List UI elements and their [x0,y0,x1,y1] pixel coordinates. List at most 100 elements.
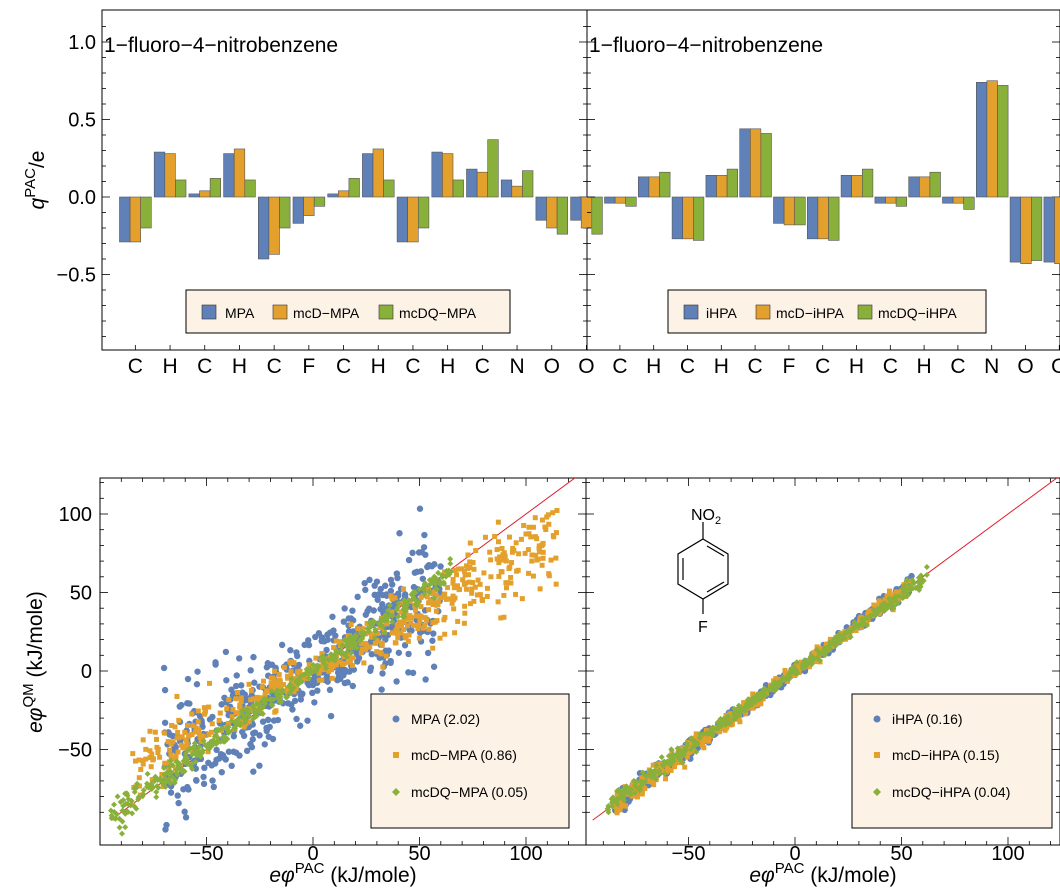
point-orange [453,596,458,601]
bar-orange-1 [165,154,176,197]
point-blue [218,751,224,757]
point-green [153,794,159,800]
point-blue [421,544,427,550]
category-label: C [475,355,490,378]
point-orange [401,586,406,591]
point-orange [529,559,534,564]
point-orange [533,534,538,539]
point-orange [196,727,201,732]
point-blue [162,687,168,693]
bar-green-12 [1031,197,1042,261]
point-orange [483,535,488,540]
point-orange [523,551,528,556]
charges-ihpa-title: 1−fluoro−4−nitrobenzene [589,34,823,57]
bar-green-11 [998,85,1009,197]
point-orange [508,575,513,580]
bar-orange-8 [886,197,897,203]
point-blue [250,730,256,736]
legend-label-mcdq-mpa: mcDQ−MPA [399,305,477,321]
point-orange [384,654,389,659]
charges-ihpa-bars [605,81,1060,264]
point-orange [153,730,158,735]
nitro-label: NO2 [691,507,721,527]
legend-swatch-mcdq-ihpa [858,305,872,319]
point-orange [454,572,459,577]
bar-green-6 [829,197,840,240]
bar-blue-3 [706,175,717,197]
point-blue [346,668,352,674]
point-blue [354,594,360,600]
point-orange [526,571,531,576]
point-blue [250,654,256,660]
y-tick-label: −50 [58,740,92,762]
point-orange [453,568,458,573]
bar-blue-10 [467,169,478,197]
point-orange [501,593,506,598]
point-orange [531,574,536,579]
legend-swatch-mcd-mpa [273,305,287,319]
bar-blue-4 [740,129,751,197]
point-orange [468,541,473,546]
point-blue [223,756,229,762]
legend-marker-mpa [393,716,400,723]
bar-blue-0 [605,197,616,203]
bar-orange-4 [269,197,280,254]
point-orange [162,761,167,766]
bar-orange-13 [1055,197,1060,264]
bar-blue-13 [571,197,582,220]
point-orange [452,630,457,635]
y-tick-label: 100 [59,504,92,526]
point-orange [706,739,711,744]
category-label: O [1017,355,1033,378]
bar-blue-4 [258,197,269,259]
bar-blue-2 [672,197,683,239]
point-orange [554,530,559,535]
point-blue [329,614,335,620]
point-orange [421,626,426,631]
bar-orange-8 [408,197,419,242]
legend-label-mcd-ihpa: mcD−iHPA (0.15) [892,747,1000,763]
y-tick-label: 50 [70,583,92,605]
point-orange [418,604,423,609]
category-label: N [509,355,524,378]
point-blue [341,605,347,611]
point-orange [184,738,189,743]
point-orange [261,679,266,684]
point-orange [174,753,179,758]
point-blue [402,591,408,597]
bar-green-0 [626,197,637,206]
point-blue [184,700,190,706]
potential-mpa-x-axis-label: eφPAC (kJ/mole) [269,860,416,887]
point-blue [248,667,254,673]
point-orange [488,557,493,562]
point-blue [163,822,169,828]
bar-orange-7 [852,175,863,197]
point-orange [341,661,346,666]
fluorine-label: F [698,619,708,636]
point-blue [231,733,237,739]
bar-blue-3 [224,154,235,197]
point-blue [175,800,181,806]
point-blue [250,768,256,774]
point-blue [363,612,369,618]
point-blue [382,583,388,589]
point-orange [154,737,159,742]
point-blue [184,784,190,790]
point-orange [235,690,240,695]
point-orange [249,688,254,693]
bar-green-5 [314,197,325,206]
point-orange [189,711,194,716]
point-orange [521,523,526,528]
point-blue [288,701,294,707]
bar-green-1 [660,172,671,197]
category-label: C [612,355,627,378]
point-blue [369,651,375,657]
bar-orange-0 [130,197,141,242]
bar-orange-10 [477,172,488,197]
point-orange [470,580,475,585]
point-blue [183,814,189,820]
legend-label-ihpa: iHPA [706,305,738,321]
point-orange [465,552,470,557]
